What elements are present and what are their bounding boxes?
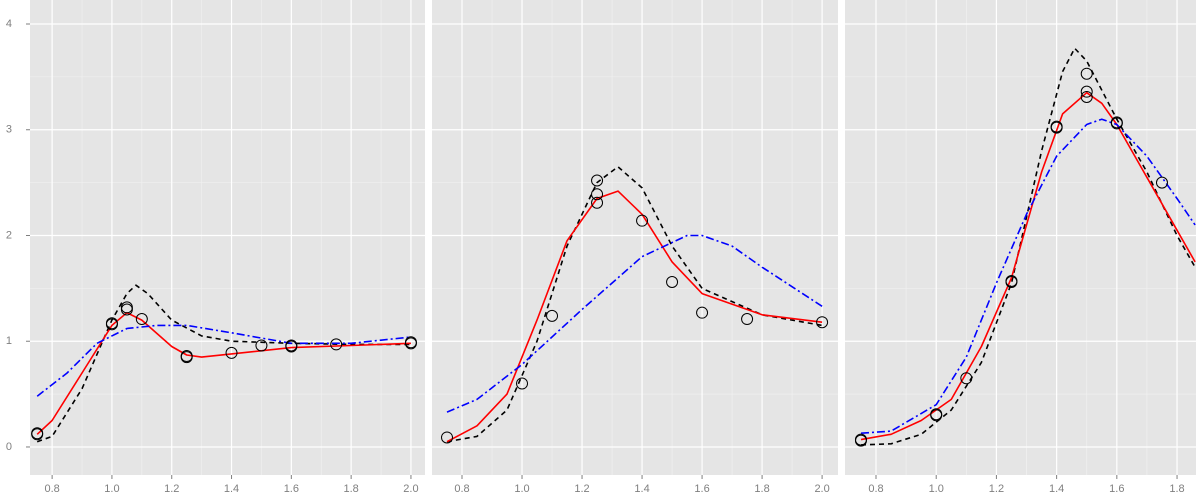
data-point: [591, 174, 604, 187]
x-tick-label: 1.2: [989, 483, 1004, 492]
data-point: [930, 409, 943, 422]
x-tick-label: 1.6: [1109, 483, 1124, 492]
data-point: [591, 196, 604, 209]
y-tick-label: 3: [6, 124, 12, 136]
y-tick-label: 2: [6, 229, 12, 241]
data-point: [1005, 276, 1018, 289]
curve: [860, 47, 1196, 446]
panel: [845, 0, 1196, 475]
x-tick-label: 1.2: [164, 483, 179, 492]
data-point: [696, 306, 709, 319]
y-tick-label: 0: [6, 441, 12, 453]
data-point: [516, 377, 529, 390]
panel-background: [845, 0, 1196, 475]
data-point: [636, 214, 649, 227]
data-point: [180, 351, 193, 364]
data-point: [816, 316, 829, 329]
data-point: [404, 337, 417, 350]
panel-background: [432, 0, 838, 475]
x-tick-label: 1.4: [224, 483, 239, 492]
data-point: [1110, 117, 1123, 130]
data-point: [1050, 121, 1063, 134]
x-tick-label: 0.8: [868, 483, 883, 492]
panel: [30, 0, 425, 475]
curve: [860, 118, 1196, 434]
data-point: [255, 339, 268, 352]
data-point: [135, 313, 148, 326]
x-tick-label: 1.2: [574, 483, 589, 492]
data-point: [330, 338, 343, 351]
data-point: [741, 313, 754, 326]
x-tick-label: 0.8: [44, 483, 59, 492]
data-point: [1080, 85, 1093, 98]
data-point: [285, 340, 298, 353]
data-point: [854, 433, 867, 446]
data-point: [1080, 90, 1093, 103]
curve: [446, 234, 823, 413]
curve: [446, 166, 823, 443]
x-tick-label: 1.0: [104, 483, 119, 492]
x-tick-label: 1.6: [694, 483, 709, 492]
curve: [446, 190, 823, 443]
y-tick-label: 1: [6, 335, 12, 347]
x-tick-label: 1.6: [284, 483, 299, 492]
data-point: [666, 276, 679, 289]
data-point: [1155, 176, 1168, 189]
x-tick-label: 1.0: [929, 483, 944, 492]
data-point: [591, 188, 604, 201]
x-tick-label: 1.8: [1169, 483, 1184, 492]
curve: [36, 324, 411, 397]
panel: [432, 0, 838, 475]
x-tick-label: 0.8: [454, 483, 469, 492]
data-point: [960, 372, 973, 385]
data-point: [546, 309, 559, 322]
curve: [860, 91, 1196, 441]
y-tick-label: 4: [6, 18, 12, 30]
panel-background: [30, 0, 425, 475]
data-point: [120, 303, 133, 316]
x-tick-label: 1.4: [634, 483, 649, 492]
x-tick-label: 1.8: [343, 483, 358, 492]
data-point: [105, 318, 118, 331]
x-tick-label: 1.4: [1049, 483, 1064, 492]
data-point: [1080, 67, 1093, 80]
x-tick-label: 1.0: [514, 483, 529, 492]
x-tick-label: 2.0: [403, 483, 418, 492]
x-tick-label: 2.0: [814, 483, 829, 492]
data-point: [31, 428, 44, 441]
curve: [36, 311, 411, 435]
data-point: [441, 431, 454, 444]
x-tick-label: 1.8: [754, 483, 769, 492]
data-point: [225, 346, 238, 359]
